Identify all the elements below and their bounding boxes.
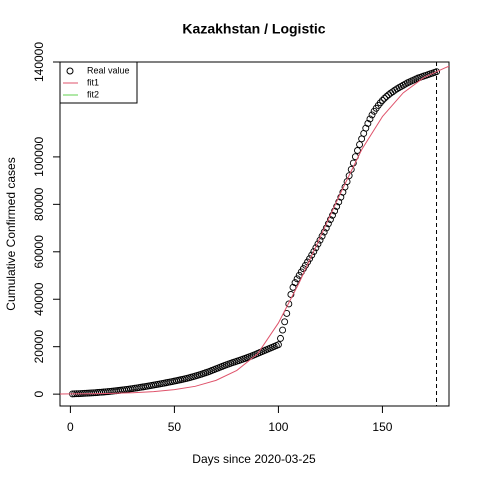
data-point (364, 119, 372, 127)
data-point (345, 172, 353, 180)
data-point (326, 216, 334, 223)
data-point (383, 92, 391, 100)
y-tick-label: 60000 (32, 235, 46, 269)
data-point (433, 68, 440, 76)
data-point (324, 220, 332, 228)
data-point (274, 341, 282, 349)
data-point (279, 326, 287, 334)
data-point (308, 251, 316, 259)
y-tick-label: 0 (32, 390, 46, 397)
x-tick-label: 150 (372, 420, 392, 434)
data-point (312, 244, 320, 252)
data-point (381, 94, 388, 102)
data-point (333, 203, 341, 210)
y-tick-label: 40000 (32, 282, 46, 316)
y-tick-label: 20000 (32, 330, 46, 364)
data-point (356, 141, 364, 149)
data-point (354, 147, 361, 154)
data-point (281, 318, 289, 326)
data-point (285, 300, 293, 308)
y-axis-label: Cumulative Confirmed cases (4, 157, 18, 310)
data-point (366, 115, 374, 123)
data-point (293, 275, 301, 283)
data-point (291, 279, 299, 287)
data-point (310, 248, 318, 256)
fit-line (59, 65, 450, 395)
data-point (329, 211, 336, 219)
x-tick-label: 0 (67, 420, 74, 434)
data-point (287, 291, 295, 298)
chart-title: Kazakhstan / Logistic (182, 21, 325, 37)
y-tick-label: 140000 (32, 42, 46, 82)
legend-label: Real value (87, 65, 130, 75)
x-tick-label: 50 (168, 420, 182, 434)
data-point (306, 255, 314, 263)
legend-label: fit2 (87, 89, 99, 99)
data-point (368, 111, 376, 119)
x-axis-label: Days since 2020-03-25 (192, 452, 316, 466)
x-tick-label: 100 (268, 420, 288, 434)
data-point (378, 96, 386, 104)
legend-label: fit1 (87, 77, 99, 87)
data-point (376, 99, 384, 107)
y-tick-label: 80000 (32, 187, 46, 221)
legend-symbol (66, 67, 74, 75)
data-point (331, 207, 339, 215)
y-tick-label: 100000 (32, 137, 46, 177)
data-point (347, 166, 355, 173)
data-point (277, 334, 284, 342)
data-point (389, 88, 397, 96)
